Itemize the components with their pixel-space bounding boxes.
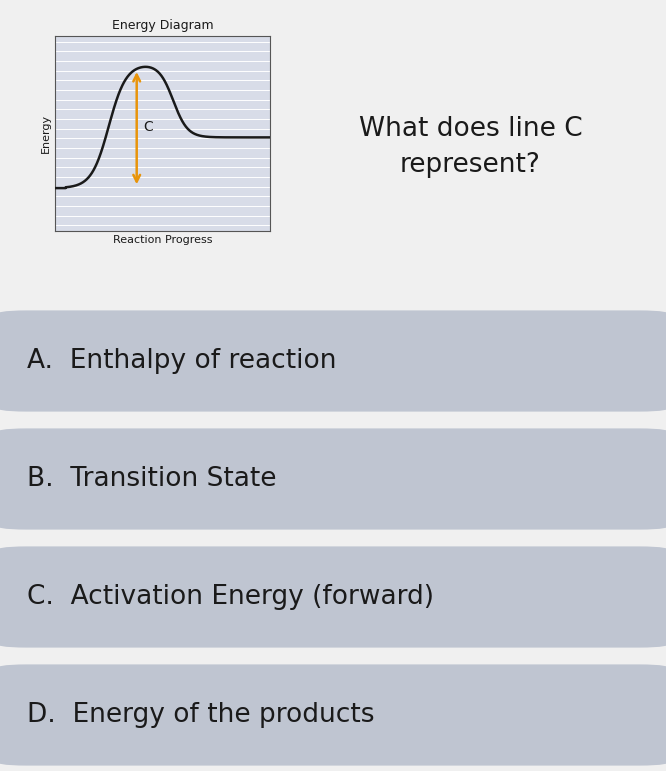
Text: C: C	[143, 120, 153, 133]
FancyBboxPatch shape	[0, 665, 666, 766]
FancyBboxPatch shape	[0, 547, 666, 648]
Y-axis label: Energy: Energy	[41, 114, 51, 153]
Text: What does line C
represent?: What does line C represent?	[359, 116, 582, 178]
X-axis label: Reaction Progress: Reaction Progress	[113, 235, 212, 245]
Text: D.  Energy of the products: D. Energy of the products	[27, 702, 374, 728]
FancyBboxPatch shape	[0, 311, 666, 412]
Text: B.  Transition State: B. Transition State	[27, 466, 276, 492]
Text: C.  Activation Energy (forward): C. Activation Energy (forward)	[27, 584, 434, 610]
Text: A.  Enthalpy of reaction: A. Enthalpy of reaction	[27, 348, 336, 374]
FancyBboxPatch shape	[0, 429, 666, 530]
Title: Energy Diagram: Energy Diagram	[112, 19, 213, 32]
